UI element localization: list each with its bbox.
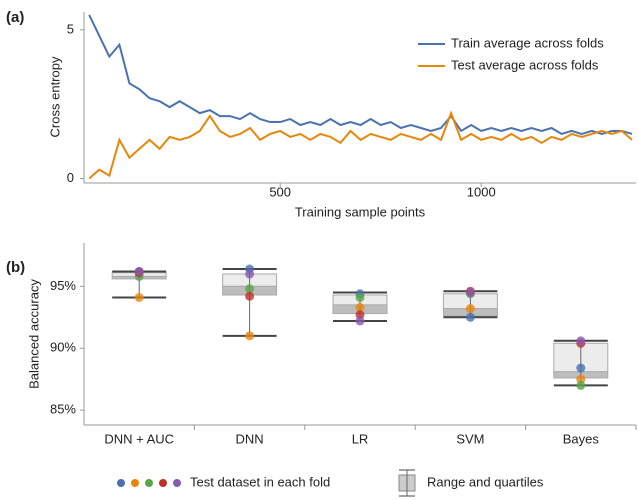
x-tick-label: SVM — [456, 431, 484, 446]
fold-point — [355, 316, 365, 326]
fold-point — [465, 304, 475, 314]
fold-point — [576, 374, 586, 384]
fold-point — [245, 269, 255, 279]
fold-point — [465, 312, 475, 322]
fold-point — [355, 302, 365, 312]
x-axis-title: Training sample points — [295, 204, 426, 219]
legend-dot — [173, 479, 181, 487]
x-tick-label: DNN + AUC — [104, 431, 174, 446]
legend-label: Test dataset in each fold — [190, 474, 330, 489]
legend-label: Test average across folds — [451, 57, 599, 72]
legend-label: Train average across folds — [451, 35, 604, 50]
y-axis-title: Cross entropy — [47, 56, 62, 137]
fold-point — [465, 288, 475, 298]
y-tick-label: 95% — [50, 278, 76, 293]
fold-point — [355, 292, 365, 302]
y-tick-label: 0 — [67, 170, 74, 185]
legend-dot — [159, 479, 167, 487]
panel-label: (b) — [6, 259, 25, 276]
panel-label: (a) — [6, 9, 24, 26]
legend-dot — [131, 479, 139, 487]
fold-point — [576, 336, 586, 346]
fold-point — [134, 266, 144, 276]
line-series — [88, 110, 633, 180]
fold-point — [245, 291, 255, 301]
fold-point — [245, 284, 255, 294]
x-tick-label: LR — [352, 431, 369, 446]
legend-dot — [145, 479, 153, 487]
x-tick-label: Bayes — [563, 431, 600, 446]
fold-point — [355, 310, 365, 320]
legend-label: Range and quartiles — [427, 474, 544, 489]
fold-point — [576, 380, 586, 390]
y-tick-label: 90% — [50, 340, 76, 355]
legend-dot — [117, 479, 125, 487]
line-series — [88, 14, 633, 136]
x-tick-label: DNN — [236, 431, 264, 446]
y-tick-label: 5 — [67, 21, 74, 36]
y-axis-title: Balanced accuracy — [26, 279, 41, 389]
y-tick-label: 85% — [50, 402, 76, 417]
x-tick-label: 500 — [269, 184, 291, 199]
fold-point — [576, 363, 586, 373]
fold-point — [245, 331, 255, 341]
fold-point — [134, 292, 144, 302]
x-tick-label: 1000 — [467, 184, 496, 199]
